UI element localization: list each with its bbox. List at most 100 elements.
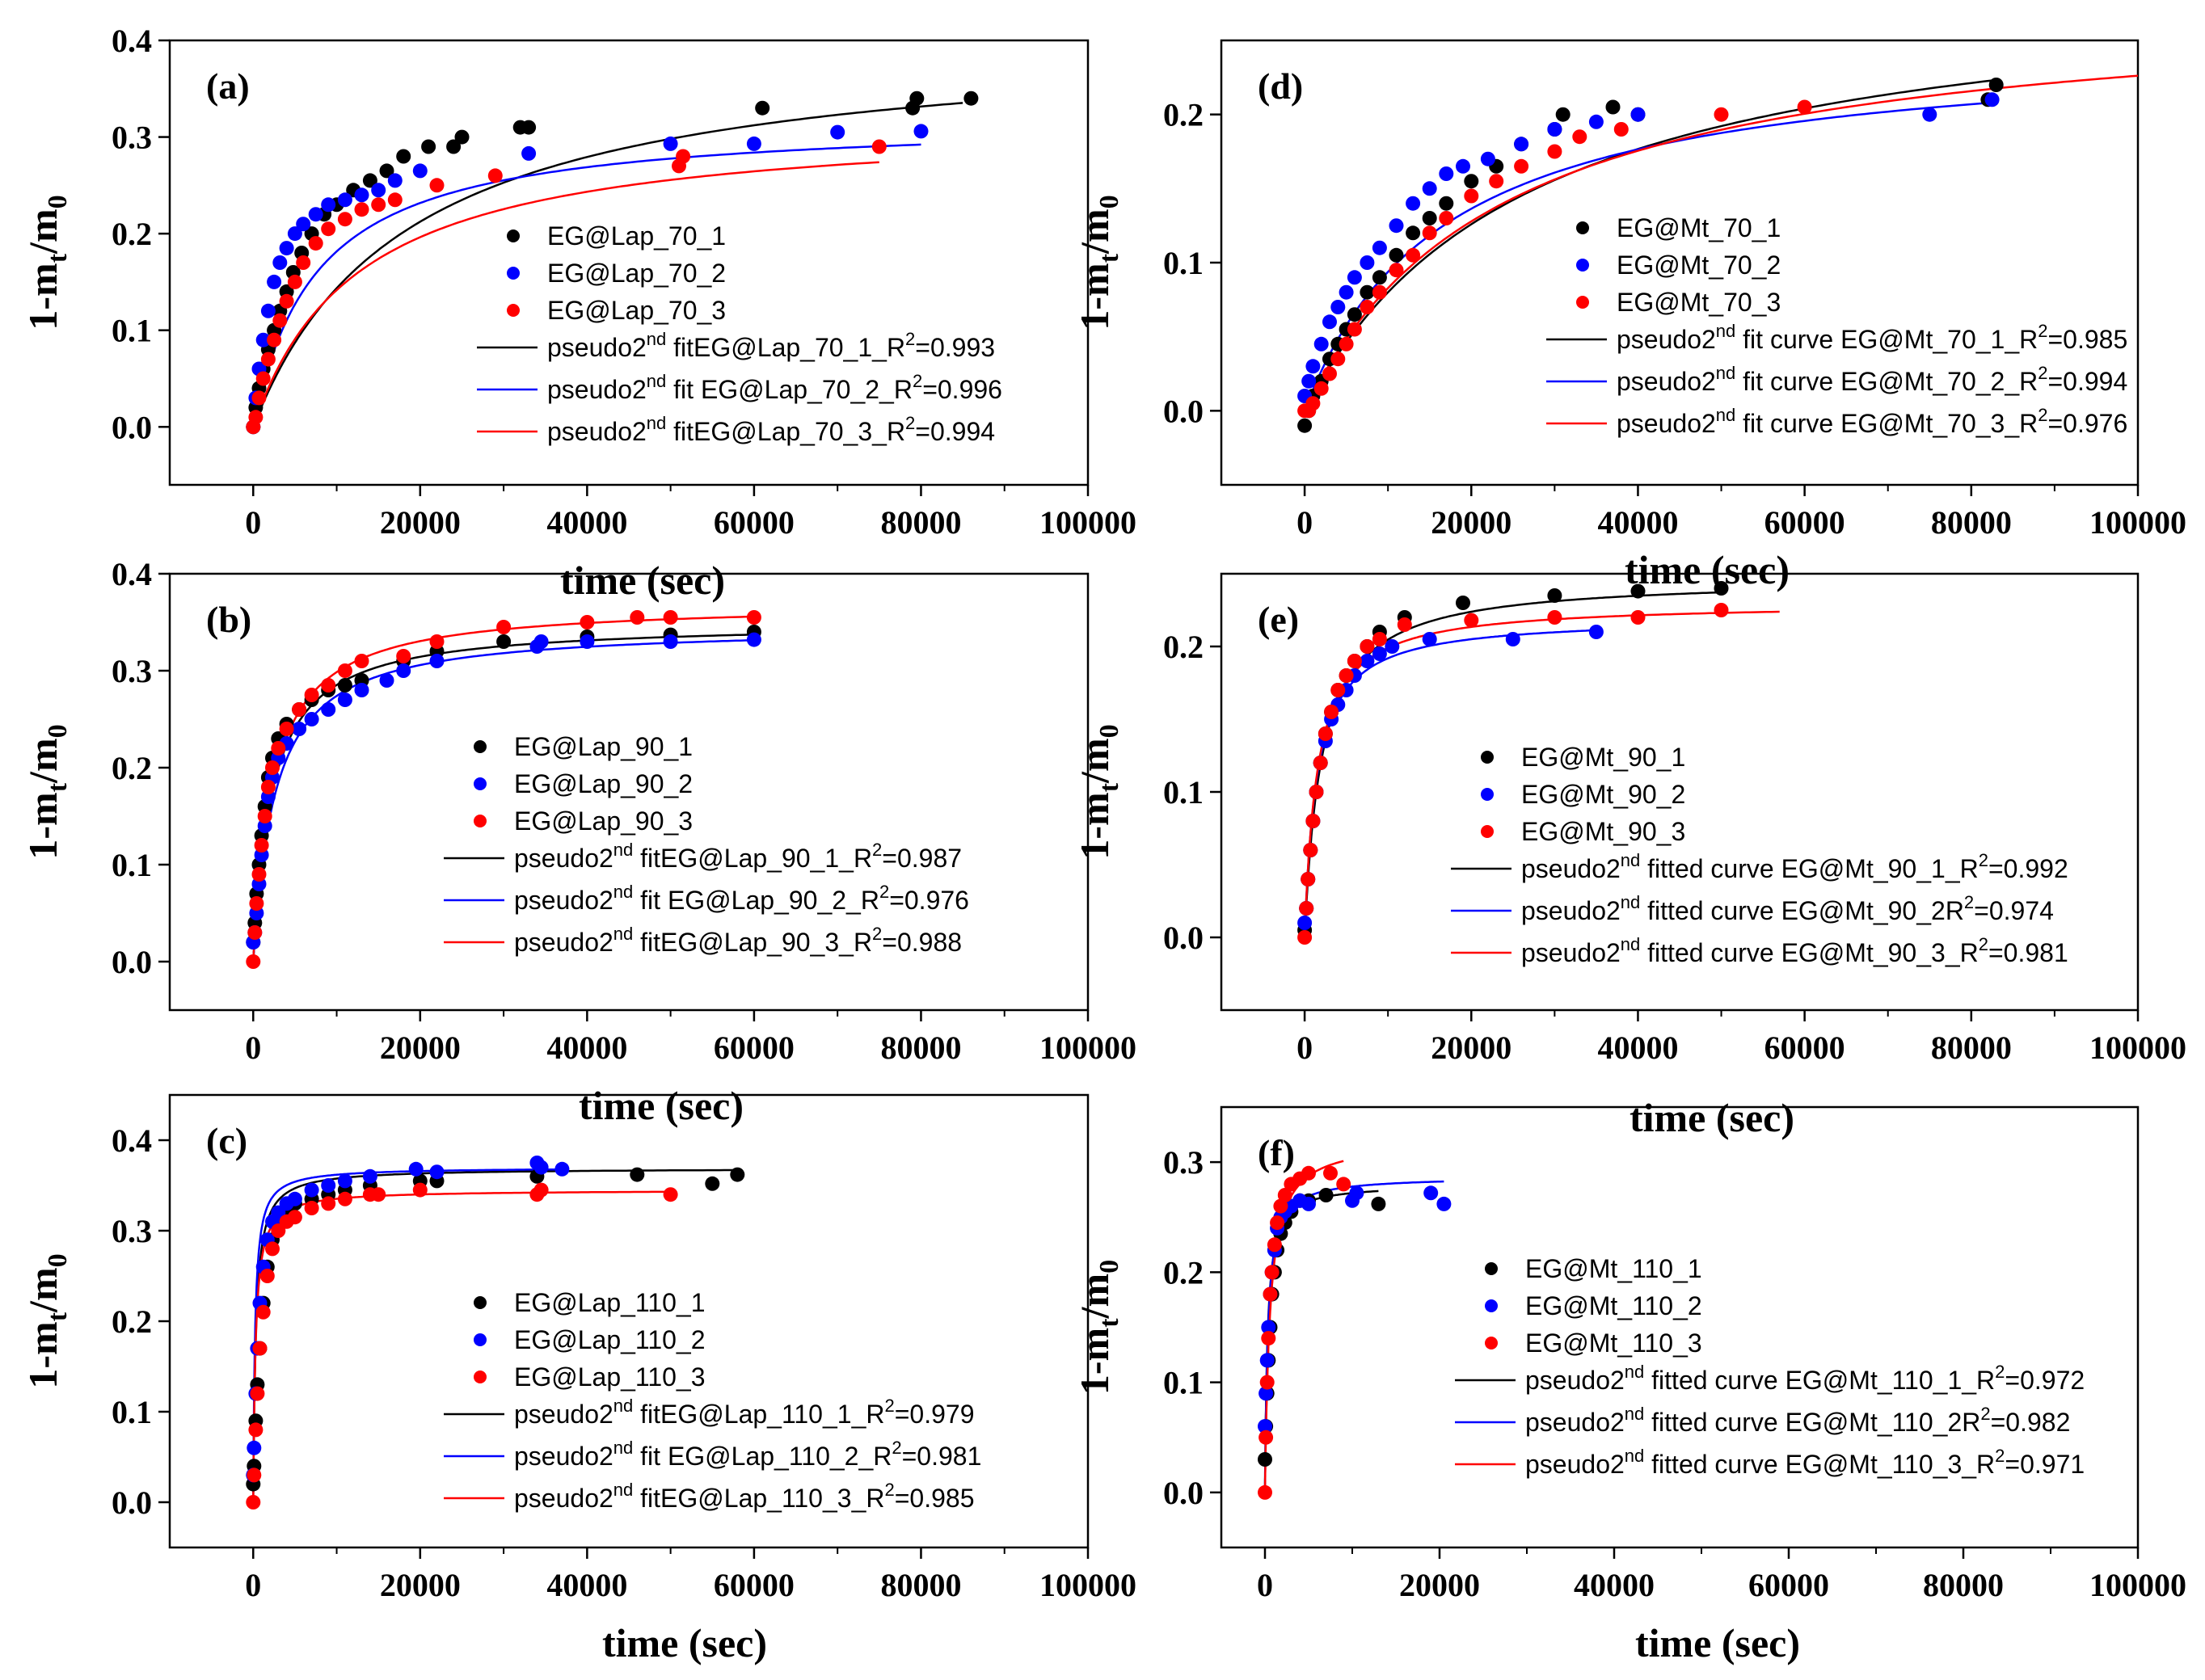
data-point xyxy=(421,139,436,154)
data-point xyxy=(255,332,271,347)
data-point xyxy=(321,1196,336,1211)
data-point xyxy=(255,1304,271,1320)
data-point xyxy=(1456,158,1470,174)
data-point xyxy=(1330,300,1346,314)
panel-label: (d) xyxy=(1258,65,1303,107)
legend-marker xyxy=(474,1371,487,1383)
data-point xyxy=(1406,247,1421,263)
data-point xyxy=(1313,336,1329,352)
data-point xyxy=(271,741,286,756)
data-point xyxy=(267,274,282,289)
x-tick-label: 100000 xyxy=(1039,1567,1136,1603)
panel-label: (b) xyxy=(206,599,251,640)
data-point xyxy=(1322,366,1337,381)
data-point xyxy=(379,673,394,688)
data-point xyxy=(1324,705,1339,719)
y-tick-label: 0.2 xyxy=(1163,1254,1204,1291)
fit-curve-2 xyxy=(252,1168,563,1502)
data-point xyxy=(1297,930,1313,945)
legend-fit-label: pseudo2nd fitted curve EG@Mt_110_2R2=0.9… xyxy=(1525,1404,2070,1437)
data-point xyxy=(454,129,470,145)
data-point xyxy=(1389,263,1404,278)
fit-curve-1 xyxy=(252,102,963,427)
data-point xyxy=(254,838,269,853)
data-point xyxy=(1347,322,1362,337)
data-point xyxy=(408,1161,424,1177)
legend-series-label: EG@Mt_110_3 xyxy=(1525,1328,1702,1358)
data-point xyxy=(1572,129,1587,145)
legend-marker xyxy=(1485,1337,1498,1349)
data-point xyxy=(663,634,678,649)
data-point xyxy=(412,1182,428,1198)
data-point xyxy=(676,149,691,164)
x-axis-title: time (sec) xyxy=(1625,547,1790,592)
data-point xyxy=(1547,144,1562,159)
panel-label: (e) xyxy=(1258,599,1299,640)
x-tick-label: 40000 xyxy=(1597,1029,1678,1066)
data-point xyxy=(1270,1215,1285,1231)
data-point xyxy=(337,1173,352,1189)
data-point xyxy=(429,654,445,668)
data-point xyxy=(1349,1185,1364,1201)
data-point xyxy=(1630,583,1646,599)
legend-fit-label: pseudo2nd fitted curve EG@Mt_90_2R2=0.97… xyxy=(1521,892,2054,925)
data-point xyxy=(321,197,336,213)
data-point xyxy=(496,620,512,634)
data-point xyxy=(1588,625,1604,639)
data-point xyxy=(250,1386,265,1401)
x-axis-title: time (sec) xyxy=(560,558,725,603)
data-point xyxy=(292,702,307,717)
legend-series-label: EG@Lap_110_3 xyxy=(514,1362,706,1392)
data-point xyxy=(260,780,276,794)
x-tick-label: 80000 xyxy=(880,1029,961,1066)
data-point xyxy=(1436,1196,1452,1211)
data-point xyxy=(730,1167,745,1182)
data-point xyxy=(1259,1375,1275,1390)
x-tick-label: 100000 xyxy=(1039,1029,1136,1066)
panel-label: (a) xyxy=(206,65,250,107)
legend-series-label: EG@Lap_70_3 xyxy=(547,296,726,325)
data-point xyxy=(1505,632,1520,646)
data-point xyxy=(1258,1429,1274,1445)
data-point xyxy=(304,1182,319,1198)
data-point xyxy=(246,1495,261,1509)
legend-marker xyxy=(1576,296,1589,309)
legend: EG@Mt_110_1 EG@Mt_110_2 EG@Mt_110_3 pseudo2… xyxy=(1455,1254,2085,1479)
x-tick-label: 0 xyxy=(245,504,261,541)
data-point xyxy=(1264,1265,1280,1280)
data-point xyxy=(1372,240,1387,255)
data-point xyxy=(1313,381,1329,396)
data-point xyxy=(1305,396,1321,411)
data-point xyxy=(1301,1196,1316,1211)
data-point xyxy=(1372,270,1387,285)
data-point xyxy=(1273,1198,1288,1214)
data-point xyxy=(371,197,386,213)
data-point xyxy=(1339,668,1354,683)
legend-series-label: EG@Lap_90_1 xyxy=(514,732,693,761)
legend-marker xyxy=(1485,1299,1498,1312)
data-point xyxy=(909,91,925,106)
data-point xyxy=(371,1187,386,1202)
data-point xyxy=(1714,603,1729,617)
x-tick-label: 20000 xyxy=(380,1567,461,1603)
data-point xyxy=(580,615,595,629)
data-point xyxy=(429,634,445,649)
data-point xyxy=(1301,1165,1316,1181)
legend-marker xyxy=(507,229,520,242)
legend-series-label: EG@Lap_110_1 xyxy=(514,1288,706,1317)
data-point xyxy=(321,678,336,693)
panel-d: 0 20000 40000 60000 80000 100000 0.0 0.1 0.2 time… xyxy=(1072,39,2186,592)
data-point xyxy=(337,678,352,693)
data-point xyxy=(630,610,645,625)
data-point xyxy=(387,192,403,208)
y-tick-label: 0.3 xyxy=(1163,1144,1204,1181)
x-axis-title: time (sec) xyxy=(1635,1620,1800,1665)
data-point xyxy=(554,1161,570,1177)
data-point xyxy=(1258,1386,1274,1401)
y-axis-title: 1-mt/m0 xyxy=(20,724,73,859)
data-point xyxy=(1422,181,1437,196)
panel-label: (f) xyxy=(1258,1132,1295,1173)
y-tick-label: 0.2 xyxy=(112,750,152,786)
panel-c: 0 20000 40000 60000 80000 100000 0.0 0.1 0.2 0.3 0… xyxy=(20,1093,1136,1665)
